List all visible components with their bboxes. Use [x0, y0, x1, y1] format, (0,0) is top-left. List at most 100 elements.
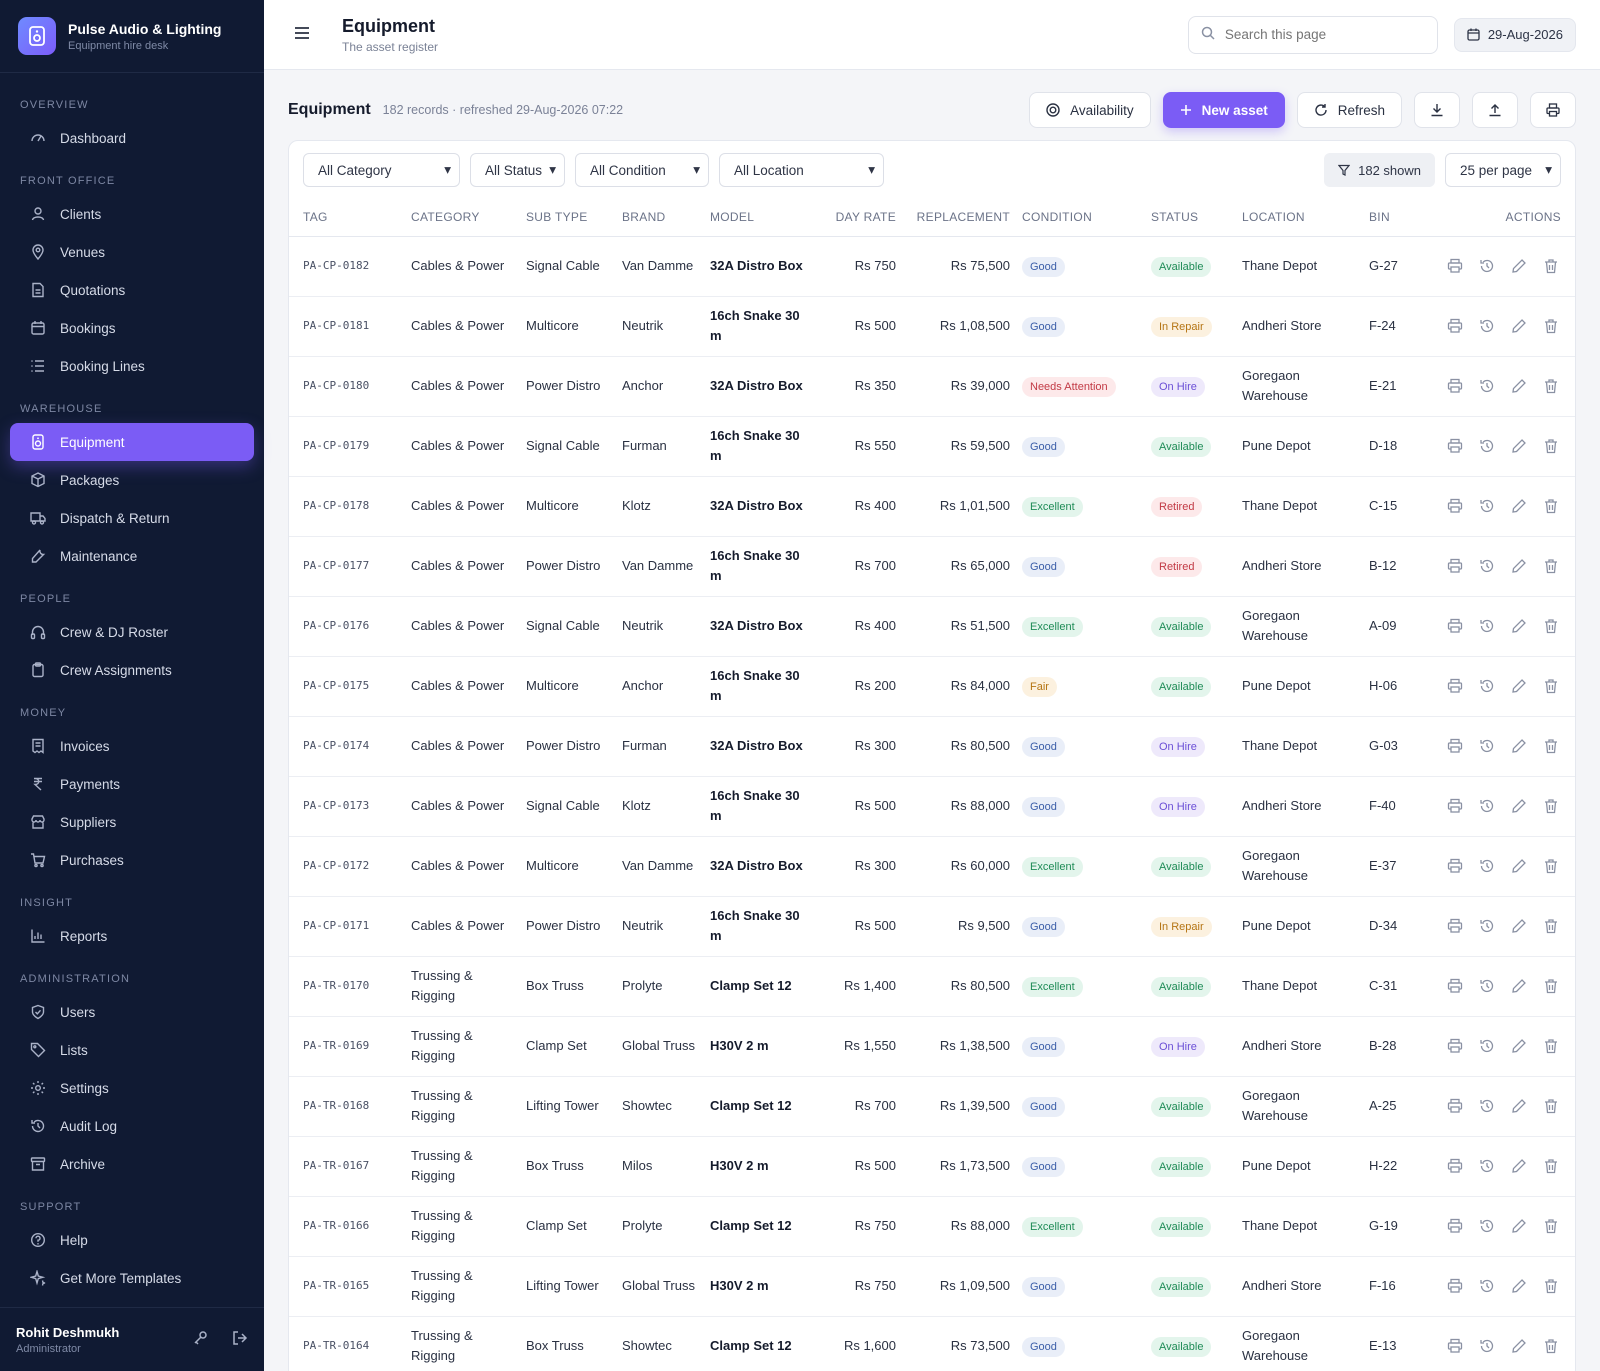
sidebar-item-crew-assignments[interactable]: Crew Assignments — [10, 651, 254, 689]
history-icon[interactable] — [1479, 1278, 1495, 1294]
edit-icon[interactable] — [1511, 918, 1527, 934]
table-row[interactable]: PA-CP-0179 Cables & Power Signal Cable Furm… — [289, 416, 1575, 477]
upload-button[interactable] — [1472, 92, 1518, 128]
edit-icon[interactable] — [1511, 1158, 1527, 1174]
search-input[interactable] — [1224, 27, 1415, 42]
sidebar-item-bookings[interactable]: Bookings — [10, 309, 254, 347]
history-icon[interactable] — [1479, 558, 1495, 574]
table-row[interactable]: PA-CP-0182 Cables & Power Signal Cable Van … — [289, 236, 1575, 297]
delete-icon[interactable] — [1543, 798, 1559, 814]
sidebar-item-users[interactable]: Users — [10, 993, 254, 1031]
history-icon[interactable] — [1479, 738, 1495, 754]
edit-icon[interactable] — [1511, 258, 1527, 274]
edit-icon[interactable] — [1511, 978, 1527, 994]
delete-icon[interactable] — [1543, 978, 1559, 994]
edit-icon[interactable] — [1511, 1038, 1527, 1054]
key-icon[interactable] — [192, 1330, 208, 1349]
table-row[interactable]: PA-CP-0175 Cables & Power Multicore Anchor 1… — [289, 656, 1575, 717]
history-icon[interactable] — [1479, 858, 1495, 874]
table-row[interactable]: PA-CP-0177 Cables & Power Power Distro Van … — [289, 536, 1575, 597]
edit-icon[interactable] — [1511, 618, 1527, 634]
column-header[interactable]: BIN — [1363, 199, 1416, 237]
delete-icon[interactable] — [1543, 1218, 1559, 1234]
edit-icon[interactable] — [1511, 738, 1527, 754]
sidebar-item-settings[interactable]: Settings — [10, 1069, 254, 1107]
delete-icon[interactable] — [1543, 1098, 1559, 1114]
sidebar-item-dispatch-return[interactable]: Dispatch & Return — [10, 499, 254, 537]
print-icon[interactable] — [1447, 258, 1463, 274]
print-button[interactable] — [1530, 92, 1576, 128]
history-icon[interactable] — [1479, 918, 1495, 934]
table-row[interactable]: PA-CP-0181 Cables & Power Multicore Neutrik… — [289, 296, 1575, 357]
table-row[interactable]: PA-TR-0166 Trussing & Rigging Clamp Set Pro… — [289, 1196, 1575, 1257]
table-row[interactable]: PA-TR-0169 Trussing & Rigging Clamp Set Glo… — [289, 1016, 1575, 1077]
history-icon[interactable] — [1479, 1038, 1495, 1054]
table-row[interactable]: PA-CP-0171 Cables & Power Power Distro Neut… — [289, 896, 1575, 957]
sidebar-item-get-more-templates[interactable]: Get More Templates — [10, 1259, 254, 1297]
history-icon[interactable] — [1479, 318, 1495, 334]
table-row[interactable]: PA-TR-0164 Trussing & Rigging Box Truss Sho… — [289, 1316, 1575, 1371]
delete-icon[interactable] — [1543, 558, 1559, 574]
sidebar-item-archive[interactable]: Archive — [10, 1145, 254, 1183]
sidebar-item-payments[interactable]: Payments — [10, 765, 254, 803]
sidebar-item-purchases[interactable]: Purchases — [10, 841, 254, 879]
sidebar-item-audit-log[interactable]: Audit Log — [10, 1107, 254, 1145]
print-icon[interactable] — [1447, 1338, 1463, 1354]
print-icon[interactable] — [1447, 438, 1463, 454]
sidebar-item-booking-lines[interactable]: Booking Lines — [10, 347, 254, 385]
edit-icon[interactable] — [1511, 438, 1527, 454]
history-icon[interactable] — [1479, 438, 1495, 454]
print-icon[interactable] — [1447, 1278, 1463, 1294]
table-row[interactable]: PA-TR-0168 Trussing & Rigging Lifting Towe… — [289, 1076, 1575, 1137]
print-icon[interactable] — [1447, 318, 1463, 334]
print-icon[interactable] — [1447, 498, 1463, 514]
availability-button[interactable]: Availability — [1029, 92, 1151, 128]
per-page-select[interactable]: 25 per page ▾ — [1445, 153, 1561, 187]
sidebar-item-equipment[interactable]: Equipment — [10, 423, 254, 461]
delete-icon[interactable] — [1543, 378, 1559, 394]
history-icon[interactable] — [1479, 978, 1495, 994]
print-icon[interactable] — [1447, 1218, 1463, 1234]
print-icon[interactable] — [1447, 1158, 1463, 1174]
history-icon[interactable] — [1479, 618, 1495, 634]
edit-icon[interactable] — [1511, 498, 1527, 514]
table-row[interactable]: PA-CP-0172 Cables & Power Multicore Van Dam… — [289, 836, 1575, 897]
column-header[interactable]: REPLACEMENT — [902, 199, 1016, 237]
sidebar-item-lists[interactable]: Lists — [10, 1031, 254, 1069]
sidebar-item-packages[interactable]: Packages — [10, 461, 254, 499]
new-asset-button[interactable]: New asset — [1162, 92, 1285, 128]
delete-icon[interactable] — [1543, 438, 1559, 454]
history-icon[interactable] — [1479, 1098, 1495, 1114]
column-header[interactable]: BRAND — [616, 199, 704, 237]
table-row[interactable]: PA-CP-0180 Cables & Power Power Distro Anch… — [289, 356, 1575, 417]
delete-icon[interactable] — [1543, 498, 1559, 514]
download-button[interactable] — [1414, 92, 1460, 128]
history-icon[interactable] — [1479, 1158, 1495, 1174]
table-row[interactable]: PA-CP-0176 Cables & Power Signal Cable Neut… — [289, 596, 1575, 657]
table-row[interactable]: PA-CP-0173 Cables & Power Signal Cable Klot… — [289, 776, 1575, 837]
print-icon[interactable] — [1447, 798, 1463, 814]
edit-icon[interactable] — [1511, 558, 1527, 574]
edit-icon[interactable] — [1511, 678, 1527, 694]
date-chip[interactable]: 29-Aug-2026 — [1453, 17, 1576, 52]
delete-icon[interactable] — [1543, 918, 1559, 934]
delete-icon[interactable] — [1543, 1278, 1559, 1294]
status-filter[interactable]: All Status ▾ — [470, 153, 565, 187]
print-icon[interactable] — [1447, 618, 1463, 634]
column-header[interactable]: DAY RATE — [816, 199, 902, 237]
print-icon[interactable] — [1447, 1038, 1463, 1054]
sidebar-item-help[interactable]: Help — [10, 1221, 254, 1259]
sidebar-item-maintenance[interactable]: Maintenance — [10, 537, 254, 575]
print-icon[interactable] — [1447, 558, 1463, 574]
table-row[interactable]: PA-CP-0178 Cables & Power Multicore Klotz 32… — [289, 476, 1575, 537]
print-icon[interactable] — [1447, 678, 1463, 694]
edit-icon[interactable] — [1511, 858, 1527, 874]
edit-icon[interactable] — [1511, 1278, 1527, 1294]
history-icon[interactable] — [1479, 798, 1495, 814]
edit-icon[interactable] — [1511, 318, 1527, 334]
hamburger-icon[interactable] — [294, 27, 316, 42]
sidebar-item-venues[interactable]: Venues — [10, 233, 254, 271]
delete-icon[interactable] — [1543, 678, 1559, 694]
sidebar-item-quotations[interactable]: Quotations — [10, 271, 254, 309]
history-icon[interactable] — [1479, 378, 1495, 394]
